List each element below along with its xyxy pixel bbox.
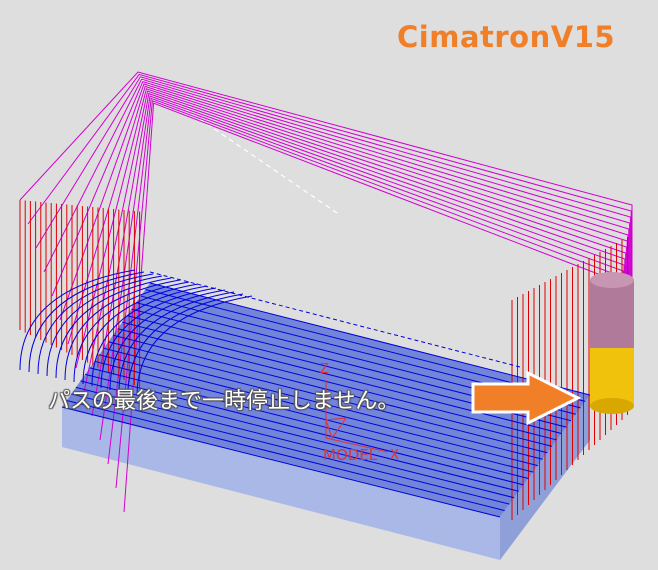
- axis-label-x: X: [390, 448, 399, 463]
- rapid-move-line: [27, 73, 632, 310]
- rapid-move-line: [35, 76, 631, 310]
- cut-pass-line: [89, 367, 529, 479]
- rapid-move-line: [59, 83, 629, 321]
- app-title: CimatronV15: [397, 20, 616, 54]
- cut-pass-line: [108, 341, 548, 454]
- cut-entry-arc: [91, 285, 208, 387]
- cutting-passes: [19, 269, 591, 518]
- rapid-move-line: [43, 78, 631, 310]
- cut-pass-line: [103, 347, 543, 460]
- tool-bottom: [590, 398, 634, 414]
- cut-entry-arc: [73, 281, 190, 383]
- cut-pass-line: [75, 386, 515, 499]
- cut-entry-arc: [28, 271, 145, 373]
- rapid-move-line: [19, 71, 633, 310]
- annotation-caption: パスの最後まで一時停止しません。: [48, 389, 400, 414]
- cut-pass-line: [122, 321, 562, 435]
- cut-entry-arc: [136, 295, 253, 397]
- axis-label-z: Z: [320, 362, 329, 377]
- axis-label-model: MODEL: [323, 446, 378, 464]
- cut-pass-line: [80, 380, 520, 492]
- axis-origin-marker: [325, 417, 348, 440]
- cut-pass-line: [112, 334, 553, 447]
- cut-entry-arc: [55, 277, 172, 379]
- cut-entry-arc: [100, 287, 217, 389]
- cut-pass-line: [66, 399, 505, 512]
- cut-entry-arc: [127, 293, 244, 395]
- cutting-tool-icon: [590, 272, 634, 414]
- cut-pass-line: [94, 360, 534, 473]
- cut-pass-line: [85, 373, 524, 486]
- cut-entry-arc: [19, 269, 136, 371]
- cut-entry-arc: [37, 273, 154, 375]
- rapid-dashed-line: [139, 77, 341, 216]
- rapid-move-line: [51, 80, 630, 310]
- cut-pass-line: [117, 328, 557, 441]
- tool-top: [590, 272, 634, 288]
- stock-front-face: [62, 407, 500, 560]
- axis-triad-icon: [325, 380, 389, 453]
- cut-entry-arc: [46, 275, 163, 377]
- link-dashed-line: [149, 271, 521, 368]
- arrow-shape: [471, 370, 582, 426]
- cut-entry-arc: [64, 279, 181, 381]
- cut-pass-line: [149, 282, 591, 396]
- cut-entry-arc: [109, 289, 226, 391]
- tool-shank: [590, 280, 634, 348]
- cut-pass-line: [71, 393, 510, 505]
- tool-body: [590, 348, 634, 406]
- cut-pass-line: [98, 354, 539, 467]
- right-arrow-icon: [471, 370, 582, 426]
- cut-entry-arc: [82, 283, 199, 385]
- axis-x-line: [325, 437, 389, 453]
- cut-entry-arc: [118, 291, 235, 393]
- cut-pass-line: [61, 406, 501, 518]
